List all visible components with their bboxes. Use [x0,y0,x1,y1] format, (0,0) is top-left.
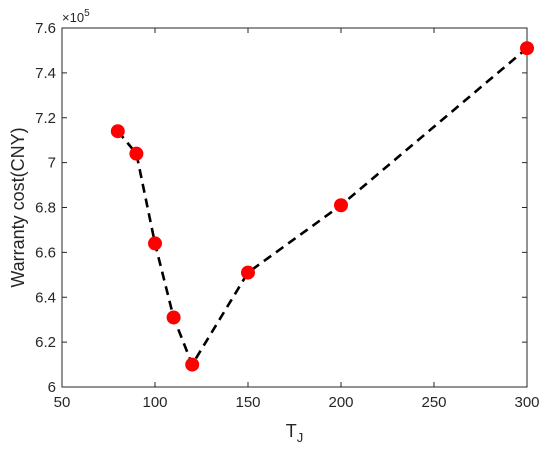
y-tick-label: 6.2 [35,334,56,351]
x-tick-label: 150 [235,394,260,411]
y-tick-label: 6 [48,379,56,396]
y-tick-label: 6.8 [35,200,56,217]
data-point [185,357,200,372]
data-point [129,146,144,161]
y-axis-multiplier: ×105 [62,8,90,25]
plot-frame [61,27,528,388]
data-point [334,198,348,213]
data-point [520,41,534,56]
x-tick-label: 50 [54,394,71,411]
y-axis-label: Warranty cost(CNY) [8,127,28,287]
y-tick-label: 6.4 [35,289,56,306]
x-tick-label: 300 [514,394,539,411]
x-axis-ticks: 50 100 150 200 250 300 [54,28,540,411]
x-tick-label: 200 [328,394,353,411]
y-axis-ticks: 6 6.2 6.4 6.6 6.8 7 7.2 7.4 7.6 [35,20,527,396]
plot-area [61,27,528,388]
x-tick-label: 250 [421,394,446,411]
x-tick-label: 100 [142,394,167,411]
series-layer [110,41,534,372]
y-tick-label: 7.4 [35,65,56,82]
series-line [116,47,528,368]
y-tick-label: 7 [48,155,56,172]
data-point [148,236,162,251]
data-point [241,265,255,280]
y-tick-label: 7.2 [35,110,56,127]
data-point [110,124,125,139]
data-point [166,310,181,325]
x-axis-label: TJ [286,421,304,445]
y-tick-label: 6.6 [35,244,56,261]
y-tick-label: 7.6 [35,20,56,37]
